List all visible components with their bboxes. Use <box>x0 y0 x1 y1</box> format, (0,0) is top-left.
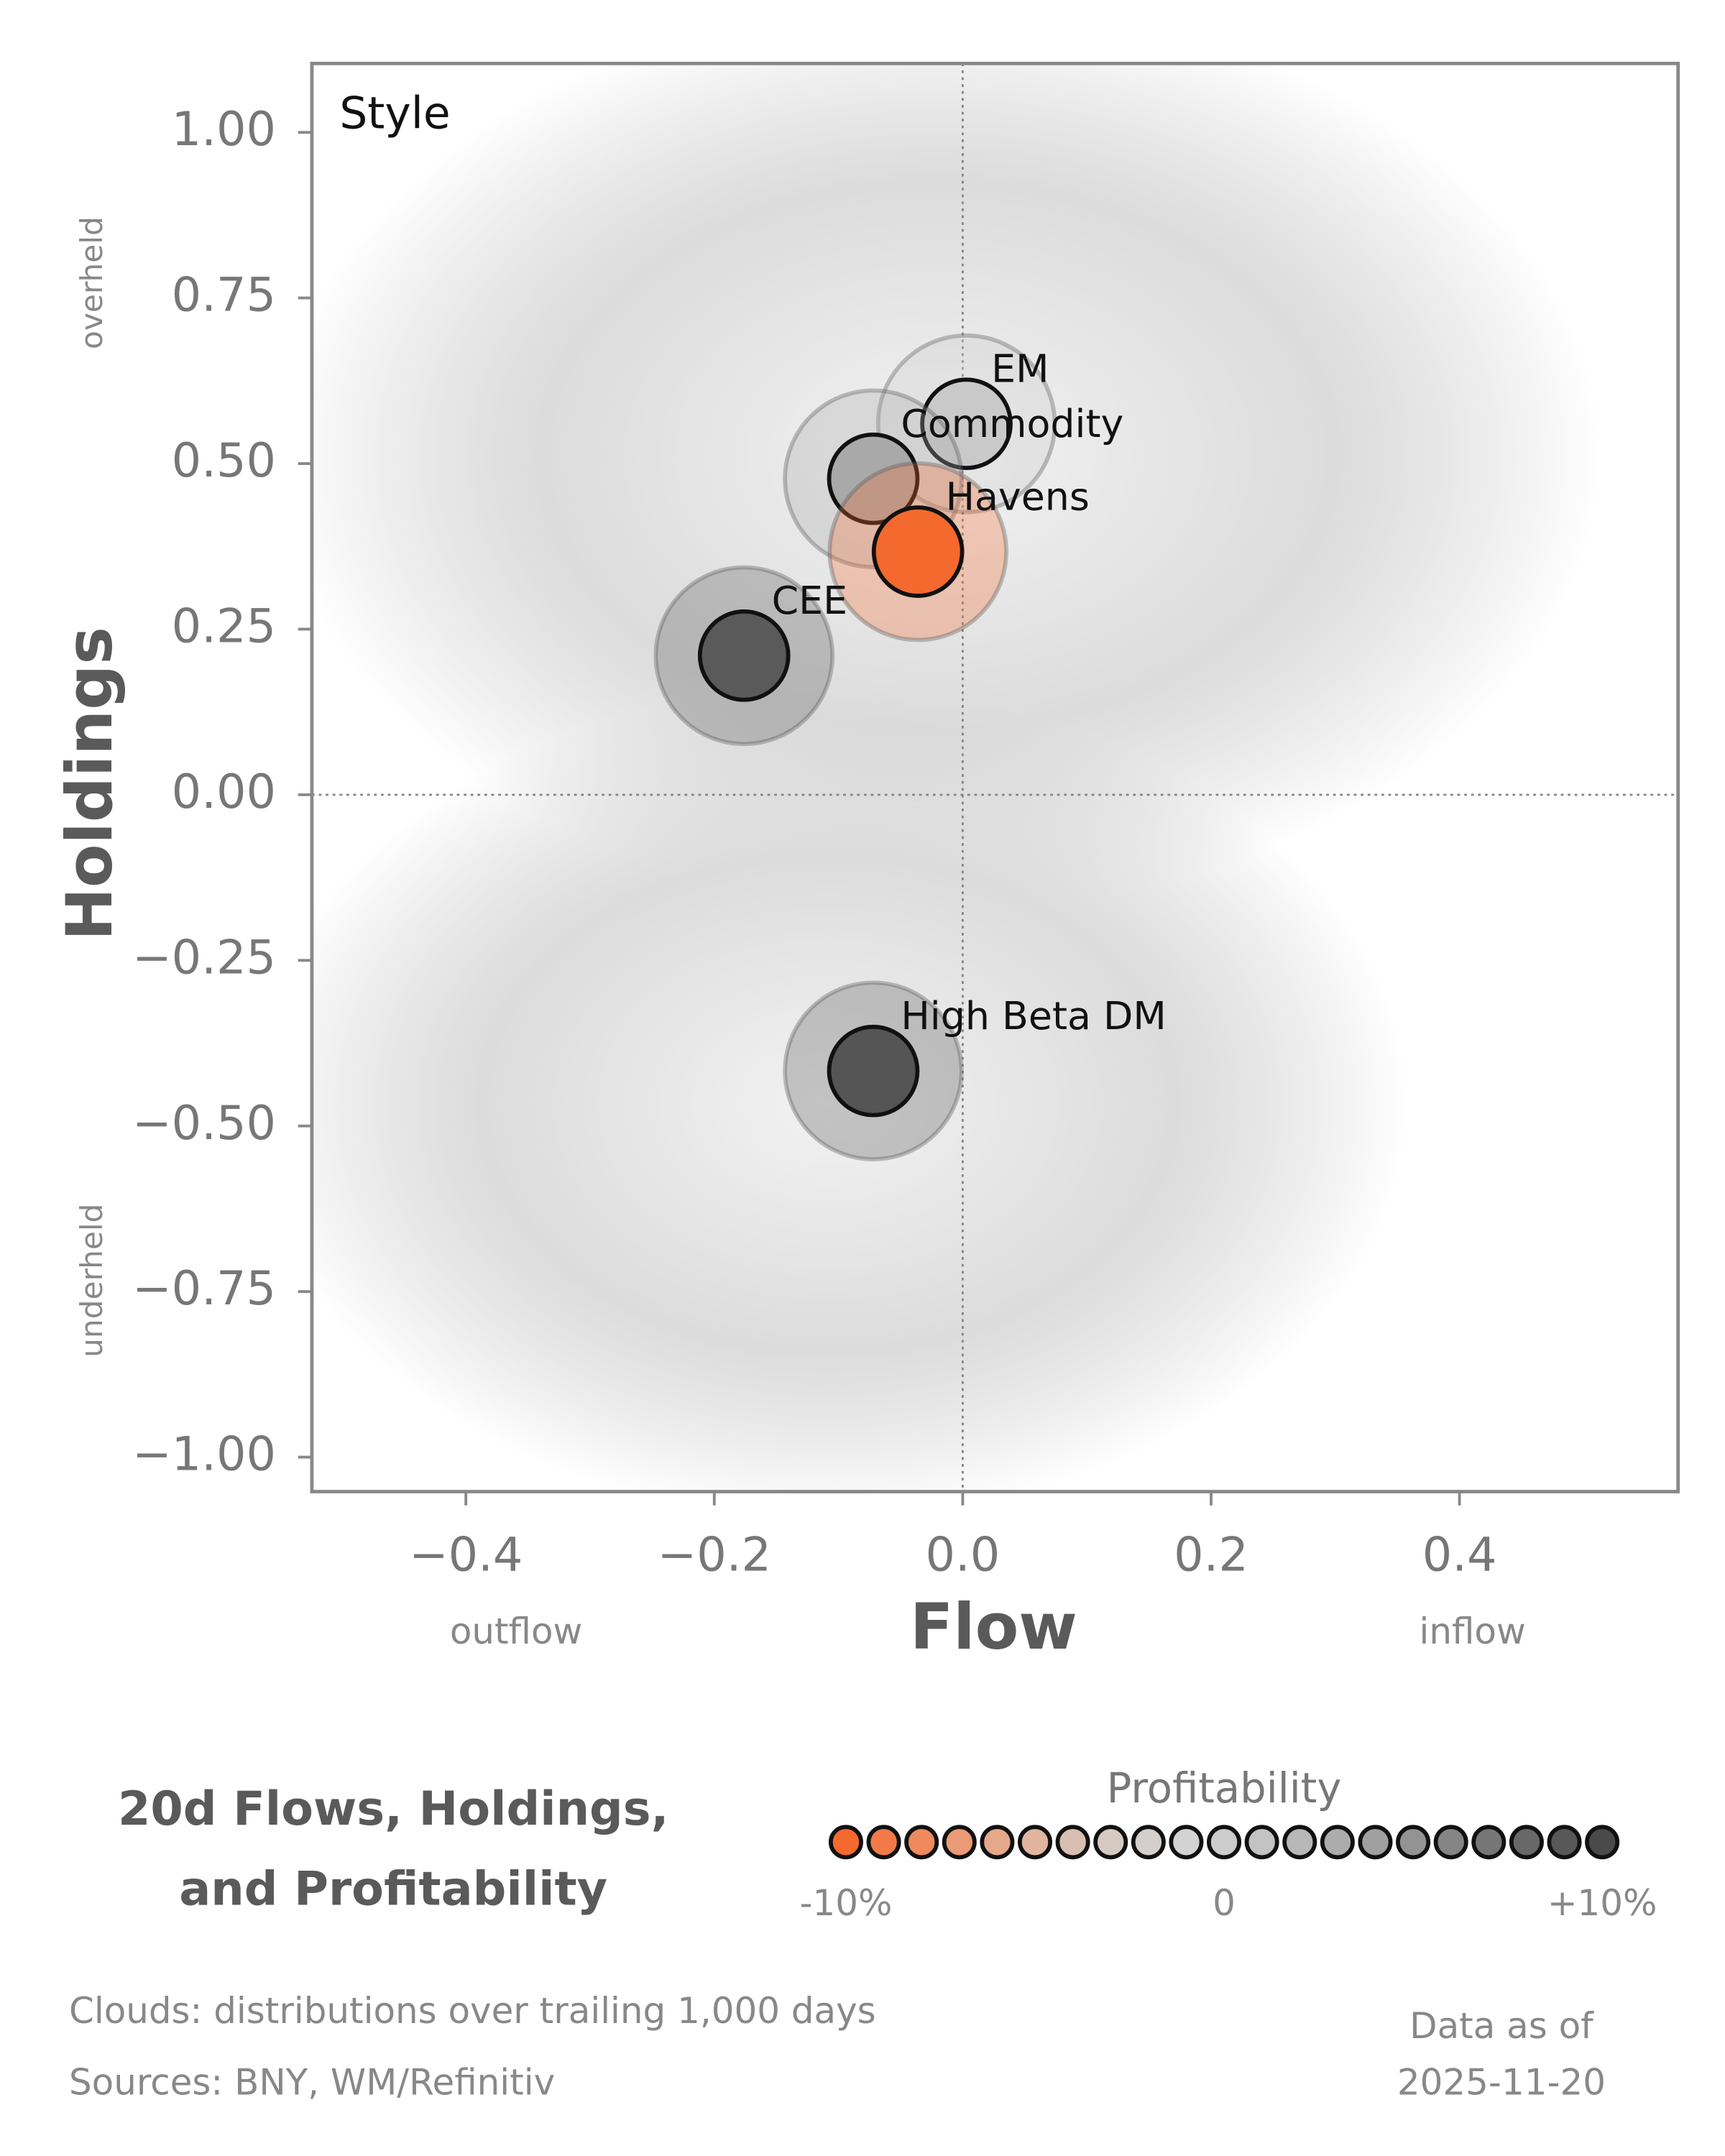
colorbar-dot <box>1396 1825 1431 1860</box>
colorbar-dot <box>1433 1825 1468 1860</box>
panel-label: Style <box>339 88 450 139</box>
y-tick-label: 0.25 <box>172 599 276 654</box>
note: Clouds: distributions over trailing 1,00… <box>69 1990 876 2032</box>
colorbar-dot <box>1244 1825 1279 1860</box>
colorbar-dot <box>866 1825 901 1860</box>
colorbar-dot <box>1509 1825 1544 1860</box>
footer-title: and Profitability <box>179 1861 607 1916</box>
point-label: Havens <box>946 474 1090 519</box>
x-axis-label: Flow <box>910 1590 1077 1664</box>
x-low-label: outflow <box>450 1611 583 1652</box>
colorbar-dot <box>942 1825 977 1860</box>
colorbar-tick-label: +10% <box>1547 1882 1657 1924</box>
colorbar-dot <box>980 1825 1015 1860</box>
y-tick-label: −0.25 <box>132 930 276 985</box>
point <box>697 609 791 702</box>
y-tick-label: −0.50 <box>132 1096 276 1151</box>
x-tick-label: 0.0 <box>925 1528 1000 1583</box>
y-tick-label: 0.75 <box>172 268 276 323</box>
point <box>827 1024 920 1118</box>
colorbar-tick-label: -10% <box>799 1882 892 1924</box>
x-tick-label: 0.2 <box>1174 1528 1248 1583</box>
colorbar-dot <box>1055 1825 1090 1860</box>
date-label: Data as of <box>1409 2005 1594 2047</box>
date-value: 2025-11-20 <box>1397 2062 1606 2104</box>
colorbar-dot <box>1320 1825 1355 1860</box>
clouds <box>311 63 1601 1492</box>
plot-frame <box>310 61 1680 1493</box>
y-tick-label: 1.00 <box>172 102 276 157</box>
y-axis-label: Holdings <box>52 627 126 941</box>
x-tick-label: −0.4 <box>409 1528 523 1583</box>
colorbar-dot <box>1018 1825 1052 1860</box>
colorbar-dot <box>1585 1825 1620 1860</box>
y-low-label: underheld <box>74 1204 109 1358</box>
y-tick-label: 0.00 <box>172 765 276 819</box>
colorbar-dot <box>1169 1825 1204 1860</box>
point <box>920 377 1013 471</box>
colorbar-tick-label: 0 <box>1213 1882 1236 1924</box>
colorbar-dot <box>828 1825 863 1860</box>
y-tick-label: 0.50 <box>172 433 276 488</box>
point-label: High Beta DM <box>901 993 1166 1038</box>
colorbar-dot <box>1207 1825 1242 1860</box>
colorbar-dot <box>1547 1825 1582 1860</box>
x-tick-label: −0.2 <box>658 1528 771 1583</box>
colorbar-dot <box>1131 1825 1166 1860</box>
point <box>827 432 920 525</box>
point <box>871 505 965 598</box>
note: Sources: BNY, WM/Refinitiv <box>69 2062 555 2104</box>
x-high-label: inflow <box>1419 1611 1525 1652</box>
point-label: CEE <box>772 578 847 623</box>
x-tick-label: 0.4 <box>1422 1528 1497 1583</box>
y-high-label: overheld <box>74 216 109 349</box>
colorbar-dot <box>904 1825 939 1860</box>
point-label: EM <box>991 346 1049 391</box>
colorbar-dot <box>1471 1825 1506 1860</box>
colorbar-dot <box>1358 1825 1393 1860</box>
colorbar-dot <box>1093 1825 1128 1860</box>
footer-title: 20d Flows, Holdings, <box>118 1782 668 1836</box>
y-tick-label: −1.00 <box>132 1427 276 1482</box>
colorbar-dot <box>1282 1825 1317 1860</box>
y-tick-label: −0.75 <box>132 1261 276 1316</box>
point-label: Commodity <box>901 401 1123 446</box>
colorbar-title: Profitability <box>1107 1764 1342 1812</box>
